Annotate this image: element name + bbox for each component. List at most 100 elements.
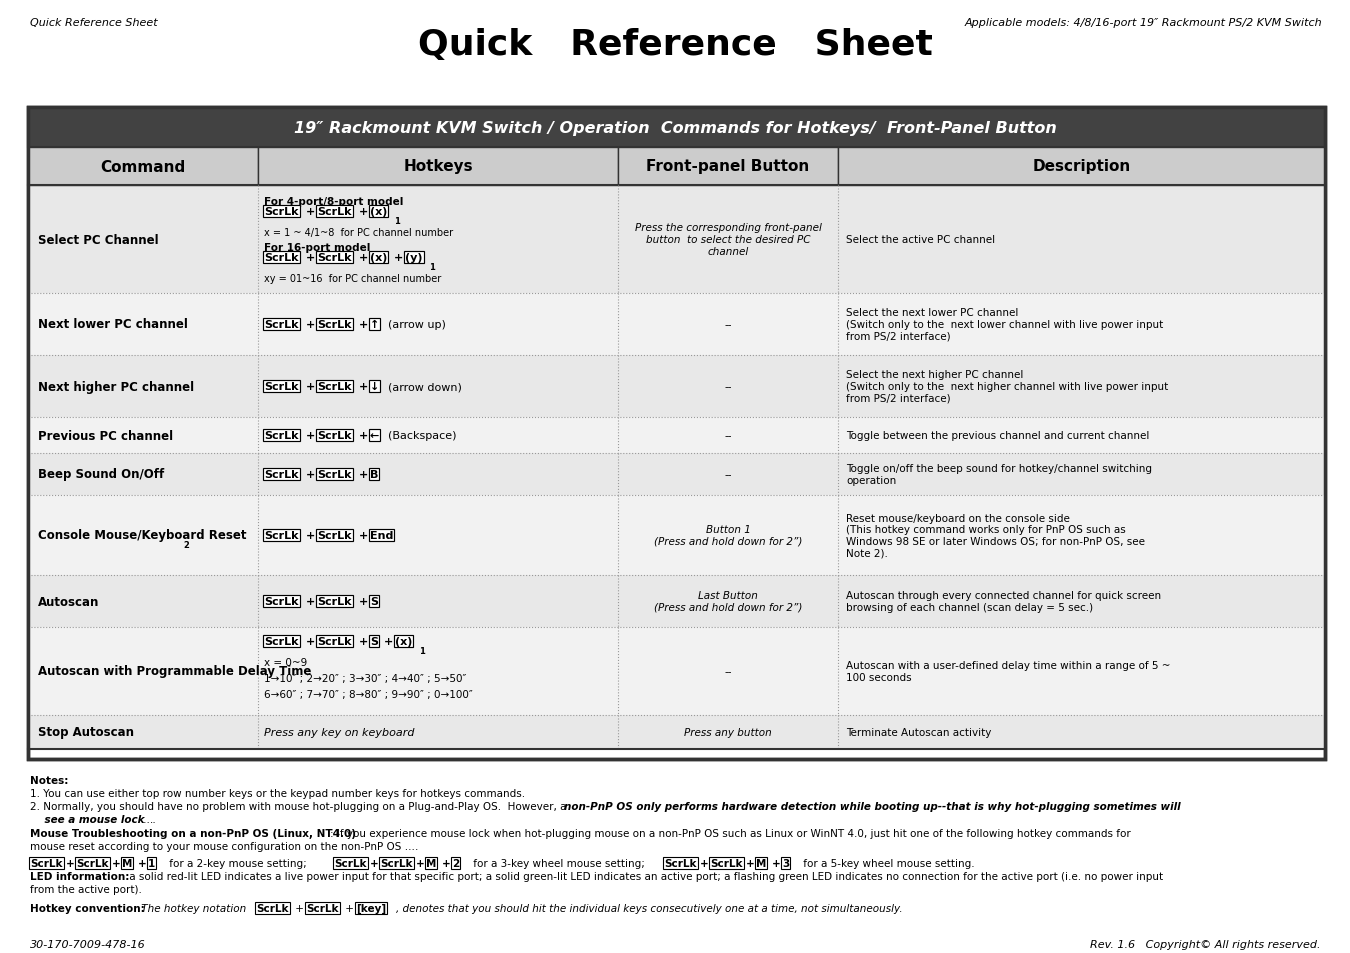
Text: S: S	[370, 597, 378, 606]
Text: ScrLk: ScrLk	[710, 858, 742, 868]
Text: Press the corresponding front-panel
button  to select the desired PC
channel: Press the corresponding front-panel butt…	[634, 223, 821, 256]
Text: ….: ….	[143, 814, 157, 824]
Text: (arrow down): (arrow down)	[387, 381, 462, 392]
Text: ScrLk: ScrLk	[265, 531, 298, 540]
Text: 1: 1	[429, 263, 435, 272]
Text: +: +	[138, 858, 147, 868]
Text: ↑: ↑	[370, 319, 379, 330]
Bar	[28, 576, 1324, 627]
Text: Toggle between the previous channel and current channel: Toggle between the previous channel and …	[846, 431, 1149, 440]
Text: +: +	[306, 207, 316, 216]
Text: ScrLk: ScrLk	[265, 381, 298, 392]
Text: , denotes that you should hit the individual keys consecutively one at a time, n: , denotes that you should hit the indivi…	[396, 903, 903, 913]
Text: (x): (x)	[396, 637, 412, 646]
Text: ScrLk: ScrLk	[30, 858, 62, 868]
Text: +: +	[359, 637, 369, 646]
Text: M: M	[427, 858, 436, 868]
Text: Hotkey convention:: Hotkey convention:	[30, 903, 144, 913]
Text: 1: 1	[394, 216, 400, 226]
Text: LED information:: LED information:	[30, 871, 130, 882]
Bar	[28, 355, 1324, 417]
Bar	[28, 186, 1324, 294]
Text: for a 3-key wheel mouse setting;: for a 3-key wheel mouse setting;	[470, 858, 648, 868]
Text: a solid red-lit LED indicates a live power input for that specific port; a solid: a solid red-lit LED indicates a live pow…	[126, 871, 1164, 882]
Text: Autoscan with a user-defined delay time within a range of 5 ~
100 seconds: Autoscan with a user-defined delay time …	[846, 660, 1170, 682]
Bar	[28, 716, 1324, 749]
Text: xy = 01~16  for PC channel number: xy = 01~16 for PC channel number	[265, 274, 441, 284]
Text: Console Mouse/Keyboard Reset: Console Mouse/Keyboard Reset	[38, 529, 247, 542]
Text: ScrLk: ScrLk	[265, 207, 298, 216]
Text: Mouse Troubleshooting on a non-PnP OS (Linux, NT4.0): Mouse Troubleshooting on a non-PnP OS (L…	[30, 828, 356, 838]
Text: +: +	[359, 431, 369, 440]
Text: +: +	[292, 903, 308, 913]
Text: ScrLk: ScrLk	[317, 253, 351, 263]
Text: Select the next higher PC channel
(Switch only to the  next higher channel with : Select the next higher PC channel (Switc…	[846, 370, 1168, 403]
Text: 1. You can use either top row number keys or the keypad number keys for hotkeys : 1. You can use either top row number key…	[30, 788, 525, 799]
Text: +: +	[701, 858, 709, 868]
Text: (x): (x)	[370, 207, 387, 216]
Text: End: End	[370, 531, 393, 540]
Text: Press any button: Press any button	[684, 727, 772, 738]
Text: 3: 3	[782, 858, 790, 868]
Text: 2. Normally, you should have no problem with mouse hot-plugging on a Plug-and-Pl: 2. Normally, you should have no problem …	[30, 801, 570, 811]
Text: +: +	[383, 637, 393, 646]
Text: 2: 2	[452, 858, 459, 868]
Text: mouse reset according to your mouse configuration on the non-PnP OS ….: mouse reset according to your mouse conf…	[30, 841, 418, 851]
Text: Hotkeys: Hotkeys	[404, 159, 472, 174]
Bar	[28, 108, 1324, 760]
Text: --: --	[724, 666, 732, 677]
Text: Stop Autoscan: Stop Autoscan	[38, 726, 134, 739]
Text: Select the active PC channel: Select the active PC channel	[846, 234, 995, 245]
Text: +: +	[359, 319, 369, 330]
Text: Reset mouse/keyboard on the console side
(This hotkey command works only for PnP: Reset mouse/keyboard on the console side…	[846, 513, 1145, 558]
Bar	[28, 627, 1324, 716]
Text: 1: 1	[148, 858, 155, 868]
Text: Description: Description	[1033, 159, 1130, 174]
Text: +: +	[359, 381, 369, 392]
Text: Next lower PC channel: Next lower PC channel	[38, 318, 188, 331]
Text: 1: 1	[418, 646, 425, 656]
Text: Front-panel Button: Front-panel Button	[647, 159, 810, 174]
Bar	[28, 454, 1324, 496]
Text: 30-170-7009-478-16: 30-170-7009-478-16	[30, 939, 146, 949]
Text: ScrLk: ScrLk	[306, 903, 339, 913]
Text: +: +	[306, 637, 316, 646]
Text: Select PC Channel: Select PC Channel	[38, 233, 159, 246]
Bar	[28, 294, 1324, 355]
Text: +: +	[772, 858, 780, 868]
Text: x = 1 ~ 4/1~8  for PC channel number: x = 1 ~ 4/1~8 for PC channel number	[265, 228, 454, 237]
Text: ScrLk: ScrLk	[333, 858, 366, 868]
Bar	[258, 148, 618, 186]
Text: S: S	[370, 637, 378, 646]
Text: x = 0~9: x = 0~9	[265, 658, 308, 667]
Bar	[28, 417, 1324, 454]
Bar	[28, 496, 1324, 576]
Bar	[28, 108, 1324, 148]
Text: +: +	[359, 470, 369, 479]
Text: ScrLk: ScrLk	[317, 470, 351, 479]
Text: Quick   Reference   Sheet: Quick Reference Sheet	[417, 28, 933, 62]
Text: ScrLk: ScrLk	[317, 597, 351, 606]
Text: (y): (y)	[405, 253, 423, 263]
Bar	[618, 148, 838, 186]
Text: ScrLk: ScrLk	[265, 637, 298, 646]
Text: For 16-port model: For 16-port model	[265, 243, 370, 253]
Text: 1→10″ ; 2→20″ ; 3→30″ ; 4→40″ ; 5→50″: 1→10″ ; 2→20″ ; 3→30″ ; 4→40″ ; 5→50″	[265, 673, 466, 683]
Text: ScrLk: ScrLk	[265, 470, 298, 479]
Text: M: M	[122, 858, 132, 868]
Text: +: +	[306, 381, 316, 392]
Text: 6→60″ ; 7→70″ ; 8→80″ ; 9→90″ ; 0→100″: 6→60″ ; 7→70″ ; 8→80″ ; 9→90″ ; 0→100″	[265, 689, 472, 700]
Text: +: +	[342, 903, 358, 913]
Text: : If you experience mouse lock when hot-plugging mouse on a non-PnP OS such as L: : If you experience mouse lock when hot-…	[329, 828, 1131, 838]
Text: The hotkey notation: The hotkey notation	[138, 903, 250, 913]
Bar	[838, 148, 1324, 186]
Text: +: +	[747, 858, 755, 868]
Text: +: +	[359, 597, 369, 606]
Text: Notes:: Notes:	[30, 775, 69, 785]
Text: +: +	[394, 253, 404, 263]
Text: Select the next lower PC channel
(Switch only to the  next lower channel with li: Select the next lower PC channel (Switch…	[846, 308, 1164, 341]
Text: +: +	[306, 597, 316, 606]
Text: Autoscan: Autoscan	[38, 595, 100, 608]
Text: Quick Reference Sheet: Quick Reference Sheet	[30, 18, 158, 28]
Text: +: +	[359, 253, 369, 263]
